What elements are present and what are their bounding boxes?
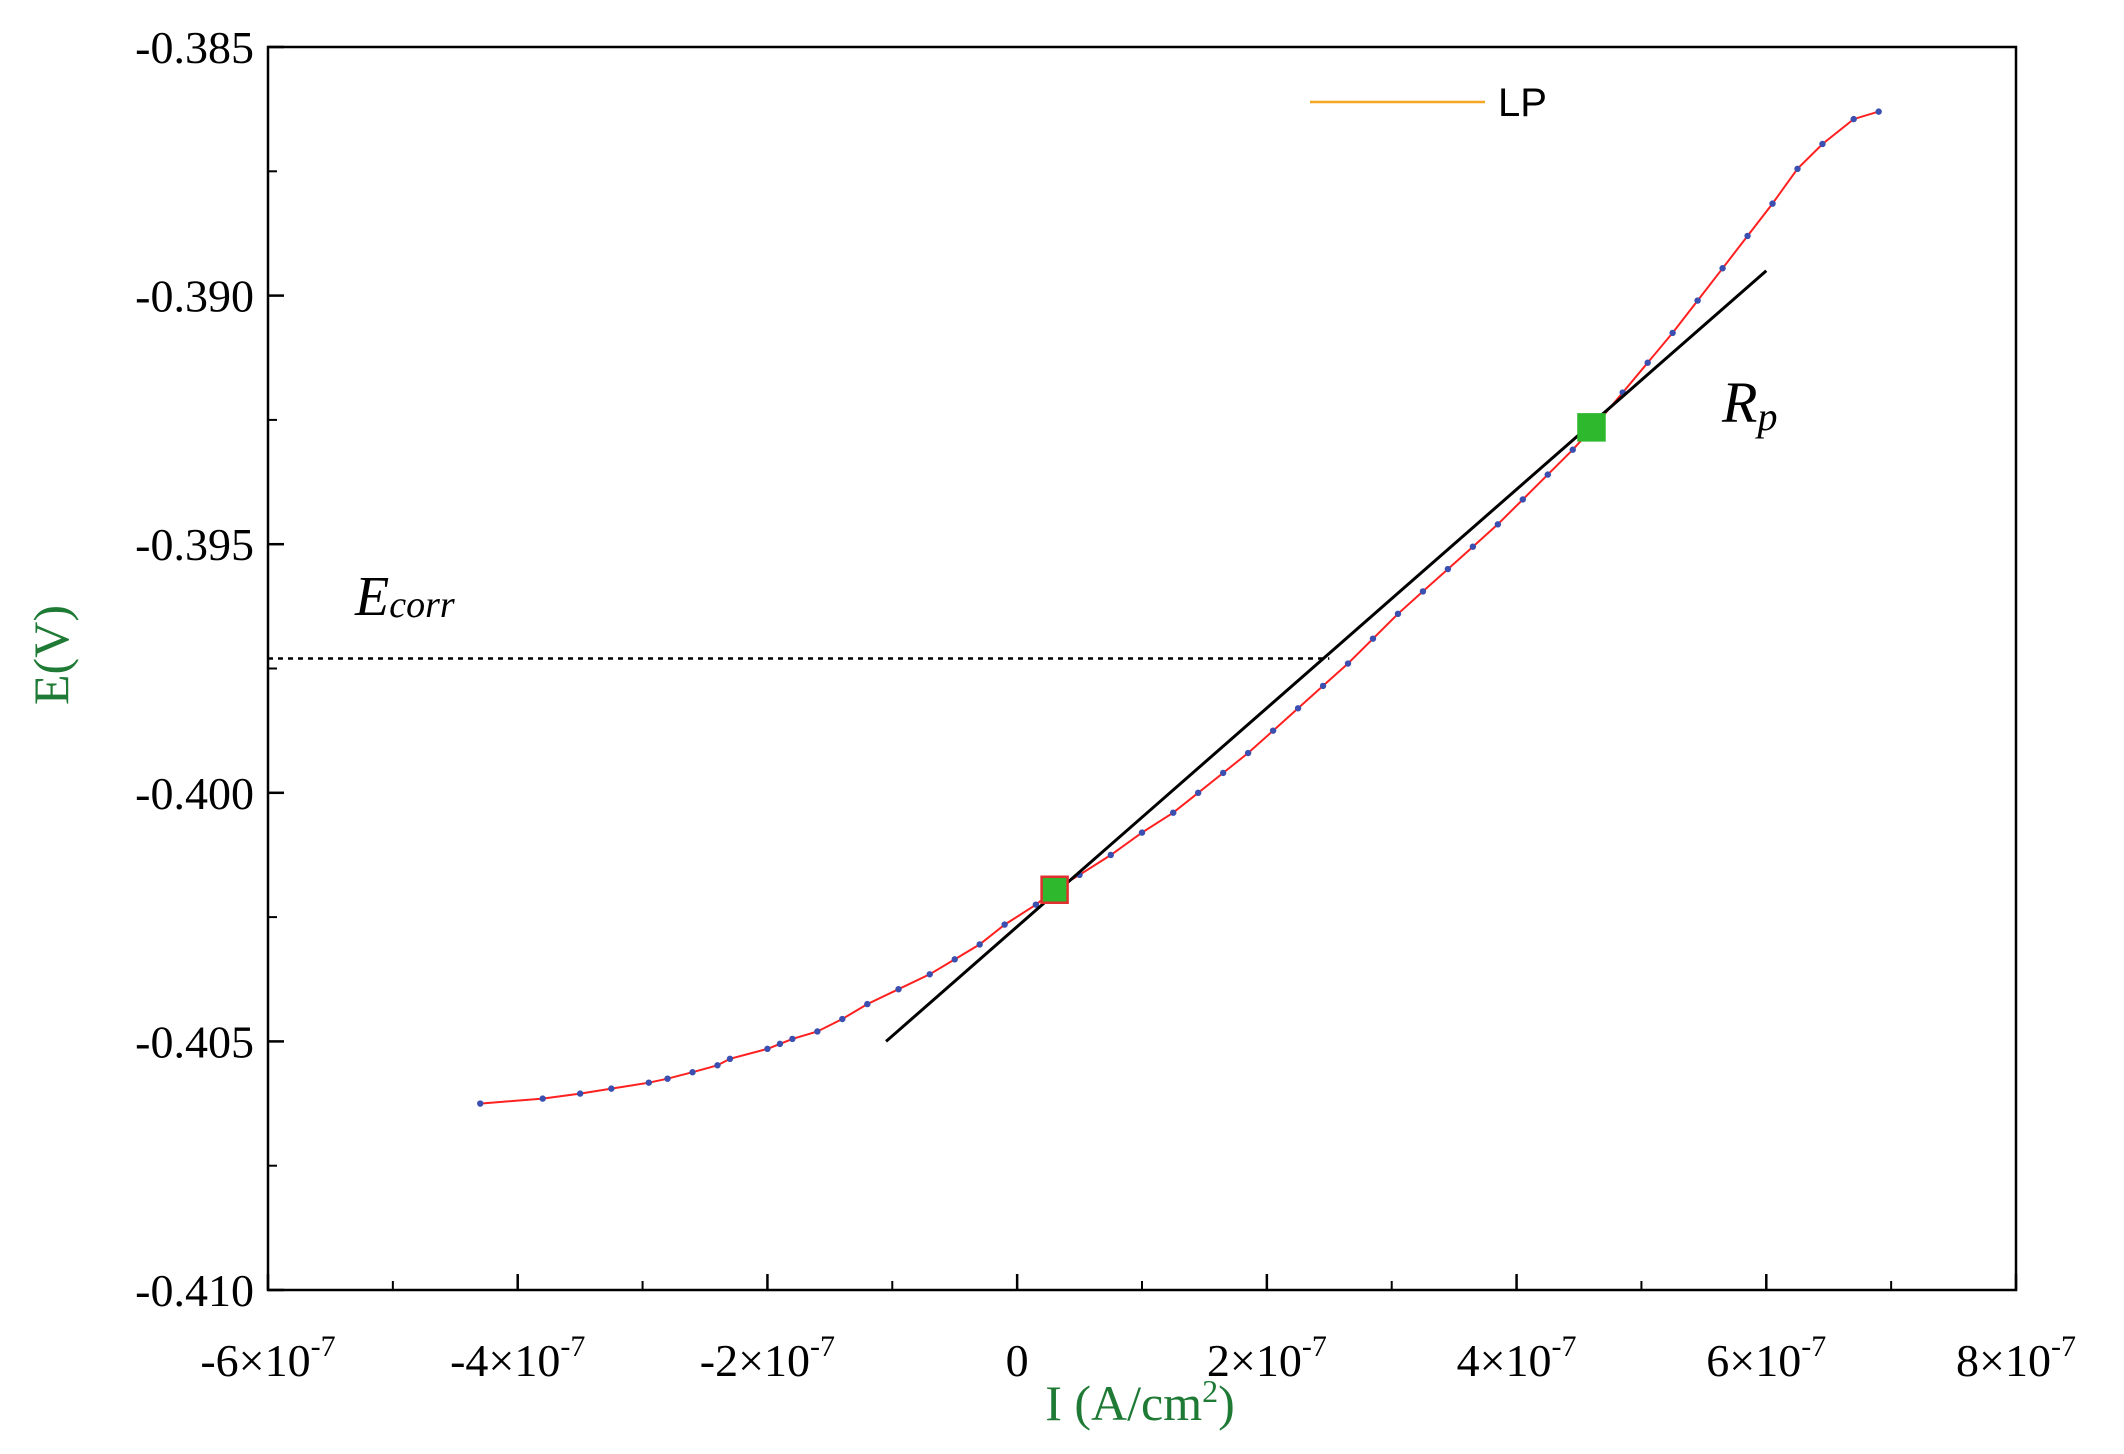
data-point <box>477 1100 484 1107</box>
ecorr-annotation-sub: corr <box>389 584 455 626</box>
rp-fit-line <box>885 269 1768 1043</box>
rp-annotation-sub: p <box>1754 394 1777 439</box>
data-point <box>1744 232 1751 240</box>
x-axis-title-sup: 2 <box>1202 1373 1218 1409</box>
plot-frame <box>266 45 2018 1292</box>
data-point <box>1269 727 1277 734</box>
x-tick-label: 8×10-7 <box>1956 1330 2076 1386</box>
data-point <box>664 1075 671 1082</box>
rp-annotation-main: R <box>1721 370 1757 435</box>
x-tick-label: 6×10-7 <box>1706 1330 1826 1386</box>
data-point <box>1875 108 1882 115</box>
data-point <box>576 1090 584 1097</box>
x-tick-label: 0 <box>1006 1335 1029 1386</box>
y-tick-label: -0.410 <box>135 1265 254 1316</box>
data-point <box>1469 543 1477 550</box>
data-point <box>976 941 983 948</box>
data-point <box>689 1069 696 1076</box>
data-point <box>1419 588 1427 595</box>
series-line <box>480 110 1879 1105</box>
data-point <box>839 1015 846 1023</box>
data-point <box>926 971 933 978</box>
data-point <box>1138 829 1146 836</box>
data-point <box>1644 359 1651 366</box>
data-point <box>1519 496 1527 503</box>
data-point <box>1244 749 1252 757</box>
legend: LP <box>1310 81 1547 125</box>
data-point <box>1194 789 1202 796</box>
data-point <box>608 1085 615 1092</box>
x-tick-label: 4×10-7 <box>1457 1330 1577 1386</box>
data-point <box>714 1062 721 1069</box>
data-point <box>864 1000 871 1008</box>
data-point <box>1294 705 1302 712</box>
data-point <box>1394 610 1402 618</box>
rp-annotation: Rp <box>1721 370 1777 439</box>
data-point <box>1444 565 1452 573</box>
data-point <box>1344 660 1352 667</box>
data-point <box>539 1095 546 1102</box>
data-point <box>789 1035 796 1043</box>
data-point <box>764 1045 771 1053</box>
data-point <box>1569 446 1576 453</box>
data-point <box>1107 851 1114 859</box>
legend-label: LP <box>1498 81 1547 125</box>
data-point <box>1219 769 1227 777</box>
x-tick-label: -4×10-7 <box>450 1330 585 1386</box>
x-axis-title: I (A/cm2) <box>1045 1373 1235 1431</box>
data-point <box>1319 682 1327 690</box>
y-tick-label: -0.385 <box>135 22 254 73</box>
data-point <box>1694 297 1701 304</box>
ecorr-annotation: Ecorr <box>354 566 455 628</box>
data-point <box>1794 165 1801 173</box>
fit-range-marker <box>1577 413 1606 442</box>
x-tick-label: -2×10-7 <box>700 1330 835 1386</box>
y-axis-title: E(V) <box>23 605 79 705</box>
data-point <box>1494 521 1502 528</box>
data-point <box>1769 200 1776 207</box>
ecorr-annotation-main: E <box>354 566 389 628</box>
data-point <box>1719 265 1726 272</box>
data-point <box>1032 901 1040 908</box>
plot-area: -0.385 -0.390 -0.395 -0.400 -0.405 -0.410 -6×1… <box>135 22 2076 1386</box>
x-axis-title-main: I (A/cm <box>1045 1375 1202 1431</box>
data-point <box>1170 809 1177 816</box>
data-point <box>1850 115 1857 123</box>
data-point <box>1819 140 1826 148</box>
y-tick-label: -0.390 <box>135 271 254 322</box>
data-point <box>645 1079 653 1086</box>
x-axis-title-close: ) <box>1218 1375 1235 1431</box>
data-point <box>1001 921 1008 928</box>
fit-range-marker <box>1040 875 1069 905</box>
y-tick-label: -0.405 <box>135 1016 254 1067</box>
y-tick-label: -0.395 <box>135 519 254 570</box>
data-point <box>1669 329 1676 337</box>
x-tick-label: -6×10-7 <box>200 1330 335 1386</box>
data-point <box>1369 635 1377 642</box>
data-point <box>776 1040 784 1048</box>
data-point <box>895 985 902 993</box>
data-point <box>726 1055 734 1063</box>
x-tick-label: 2×10-7 <box>1207 1330 1327 1386</box>
data-point <box>1544 471 1551 478</box>
data-point <box>814 1028 821 1035</box>
y-tick-label: -0.400 <box>135 768 254 819</box>
data-point <box>951 956 958 963</box>
